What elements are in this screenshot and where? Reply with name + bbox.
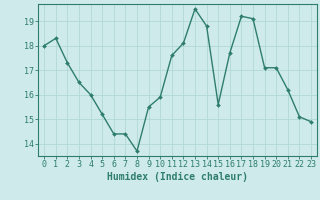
X-axis label: Humidex (Indice chaleur): Humidex (Indice chaleur)	[107, 172, 248, 182]
